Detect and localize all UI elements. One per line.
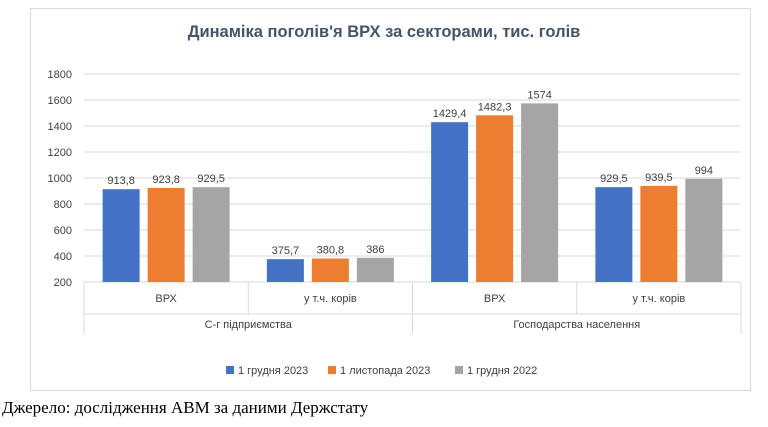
- bar: [147, 187, 185, 282]
- y-tick-label: 1800: [48, 69, 72, 81]
- data-label: 1429,4: [433, 108, 467, 120]
- data-label: 386: [366, 244, 384, 256]
- legend-label: 1 грудня 2023: [238, 365, 308, 377]
- y-tick-label: 800: [54, 199, 72, 211]
- bar: [356, 257, 394, 282]
- bar: [685, 178, 723, 282]
- legend-label: 1 грудня 2022: [467, 365, 537, 377]
- legend-swatch: [328, 366, 336, 374]
- y-tick-label: 400: [54, 251, 72, 263]
- data-label: 380,8: [317, 244, 345, 256]
- data-label: 929,5: [600, 173, 628, 185]
- y-tick-label: 1600: [48, 95, 72, 107]
- y-tick-label: 200: [54, 277, 72, 289]
- data-label: 939,5: [645, 172, 673, 184]
- bar: [431, 122, 469, 282]
- x-tick-label: ВРХ: [155, 293, 177, 305]
- data-label: 375,7: [272, 245, 300, 257]
- x-tick-label: ВРХ: [484, 293, 506, 305]
- bar: [192, 187, 230, 282]
- x-tick-label: у т.ч. корів: [633, 293, 686, 305]
- y-tick-label: 600: [54, 225, 72, 237]
- source-note: Джерело: дослідження АВМ за даними Держс…: [2, 398, 369, 417]
- bar-chart: Динаміка поголів'я ВРХ за секторами, тис…: [48, 23, 742, 377]
- bar: [266, 259, 304, 282]
- legend-swatch: [455, 366, 463, 374]
- data-label: 923,8: [152, 174, 180, 186]
- legend-swatch: [226, 366, 234, 374]
- data-label: 994: [695, 165, 713, 177]
- group-label: С-г підприємства: [205, 319, 293, 331]
- group-label: Господарства населення: [513, 319, 640, 331]
- data-label: 913,8: [107, 175, 135, 187]
- data-label: 1574: [527, 89, 551, 101]
- y-tick-label: 1400: [48, 121, 72, 133]
- data-label: 929,5: [197, 173, 225, 185]
- bar: [640, 185, 678, 282]
- bar: [102, 189, 140, 282]
- bar: [521, 103, 559, 282]
- bar: [595, 187, 633, 282]
- y-tick-label: 1000: [48, 173, 72, 185]
- legend-label: 1 листопада 2023: [340, 365, 430, 377]
- y-tick-label: 1200: [48, 147, 72, 159]
- x-tick-label: у т.ч. корів: [304, 293, 357, 305]
- chart-title: Динаміка поголів'я ВРХ за секторами, тис…: [188, 23, 581, 41]
- data-label: 1482,3: [478, 101, 512, 113]
- bar: [476, 115, 514, 283]
- bar: [311, 258, 349, 282]
